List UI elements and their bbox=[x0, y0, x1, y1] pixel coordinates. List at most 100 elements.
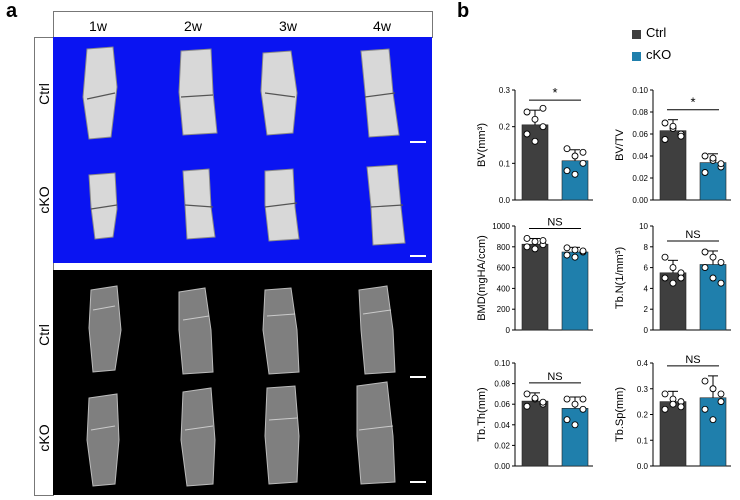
data-point bbox=[661, 274, 669, 282]
data-point bbox=[669, 400, 677, 408]
data-point bbox=[717, 390, 725, 398]
scale-bar-ct-bottom bbox=[410, 255, 426, 257]
y-tick-label: 0.10 bbox=[494, 359, 510, 368]
data-point bbox=[709, 274, 717, 282]
y-axis-label: Tb.Sp(mm) bbox=[614, 387, 626, 442]
y-tick-label: 10 bbox=[639, 222, 648, 231]
data-point bbox=[579, 405, 587, 413]
y-tick-label: 0.06 bbox=[632, 130, 648, 139]
y-tick-label: 0 bbox=[644, 326, 649, 335]
bar-cko bbox=[561, 160, 589, 201]
data-point bbox=[669, 264, 677, 272]
data-point bbox=[709, 416, 717, 424]
bone-ctrl-4w bbox=[360, 48, 400, 138]
week-label-4w: 4w bbox=[373, 18, 391, 34]
y-tick-label: 0.0 bbox=[637, 462, 649, 471]
data-point bbox=[709, 154, 717, 162]
data-point bbox=[523, 130, 531, 138]
data-point bbox=[661, 119, 669, 127]
data-point bbox=[531, 238, 539, 246]
data-point bbox=[677, 132, 685, 140]
y-tick-label: 0.04 bbox=[494, 421, 510, 430]
microct-image-panel bbox=[53, 37, 432, 263]
data-point bbox=[539, 104, 547, 112]
legend-label-cko: cKO bbox=[646, 47, 672, 62]
data-point bbox=[523, 243, 531, 251]
significance-label: * bbox=[552, 85, 557, 100]
data-point bbox=[571, 170, 579, 178]
y-axis-label: Tb.Th(mm) bbox=[476, 387, 488, 441]
significance-label: NS bbox=[547, 371, 562, 383]
data-point bbox=[669, 122, 677, 130]
data-point bbox=[709, 385, 717, 393]
microct-bones bbox=[82, 46, 406, 246]
data-point bbox=[701, 152, 709, 160]
data-point bbox=[531, 137, 539, 145]
y-tick-label: 0.02 bbox=[632, 174, 648, 183]
y-axis-label: Tb.N(1/mm³) bbox=[614, 247, 626, 309]
scale-bar-xray-bottom bbox=[410, 481, 426, 483]
data-point bbox=[717, 279, 725, 287]
y-tick-label: 6 bbox=[644, 264, 649, 273]
data-point bbox=[571, 253, 579, 261]
bone-ctrl-3w bbox=[260, 50, 298, 136]
data-point bbox=[661, 253, 669, 261]
data-point bbox=[523, 390, 531, 398]
legend-swatch-cko bbox=[632, 52, 641, 61]
y-tick-label: 0.10 bbox=[632, 86, 648, 95]
bone-cko-1w bbox=[88, 172, 118, 240]
data-point bbox=[571, 246, 579, 254]
data-point bbox=[701, 248, 709, 256]
y-tick-label: 0.0 bbox=[499, 196, 511, 205]
y-tick-label: 0.02 bbox=[494, 441, 510, 450]
y-tick-label: 8 bbox=[644, 243, 649, 252]
y-tick-label: 1000 bbox=[492, 222, 510, 231]
data-point bbox=[579, 247, 587, 255]
xray-bones bbox=[86, 285, 396, 487]
legend-label-ctrl: Ctrl bbox=[646, 25, 667, 40]
y-tick-label: 0.06 bbox=[494, 400, 510, 409]
data-point bbox=[579, 159, 587, 167]
y-tick-label: 0.4 bbox=[637, 359, 649, 368]
data-point bbox=[701, 405, 709, 413]
y-tick-label: 2 bbox=[644, 305, 649, 314]
xray-ctrl-3w bbox=[262, 287, 300, 375]
y-tick-label: 4 bbox=[644, 284, 649, 293]
significance-label: NS bbox=[685, 229, 700, 241]
y-tick-label: 0.04 bbox=[632, 152, 648, 161]
y-tick-label: 0.08 bbox=[632, 108, 648, 117]
data-point bbox=[661, 390, 669, 398]
data-point bbox=[563, 167, 571, 175]
y-tick-label: 0.1 bbox=[637, 436, 649, 445]
y-tick-label: 0.2 bbox=[499, 123, 511, 132]
xray-cko-4w bbox=[356, 381, 396, 485]
xray-ctrl-1w bbox=[88, 285, 122, 373]
data-point bbox=[661, 136, 669, 143]
data-point bbox=[563, 145, 571, 153]
data-point bbox=[669, 279, 677, 287]
y-tick-label: 200 bbox=[497, 305, 511, 314]
data-point bbox=[523, 402, 531, 410]
data-point bbox=[677, 403, 685, 411]
xray-cko-2w bbox=[180, 387, 216, 487]
y-tick-label: 0.3 bbox=[637, 385, 649, 394]
data-point bbox=[579, 395, 587, 403]
y-tick-label: 400 bbox=[497, 284, 511, 293]
data-point bbox=[523, 108, 531, 116]
week-label-2w: 2w bbox=[184, 18, 202, 34]
data-point bbox=[563, 251, 571, 259]
y-axis-label: BV(mm³) bbox=[476, 123, 488, 167]
scale-bar-ct-top bbox=[410, 141, 426, 143]
data-point bbox=[571, 152, 579, 160]
data-point bbox=[531, 394, 539, 402]
significance-label: * bbox=[690, 95, 695, 110]
bar-cko bbox=[561, 251, 589, 331]
panel-b-letter: b bbox=[457, 0, 470, 22]
data-point bbox=[709, 253, 717, 261]
y-tick-label: 0.00 bbox=[494, 462, 510, 471]
data-point bbox=[717, 398, 725, 406]
y-tick-label: 0.2 bbox=[637, 411, 649, 420]
bar-cko bbox=[699, 264, 727, 331]
y-tick-label: 800 bbox=[497, 243, 511, 252]
